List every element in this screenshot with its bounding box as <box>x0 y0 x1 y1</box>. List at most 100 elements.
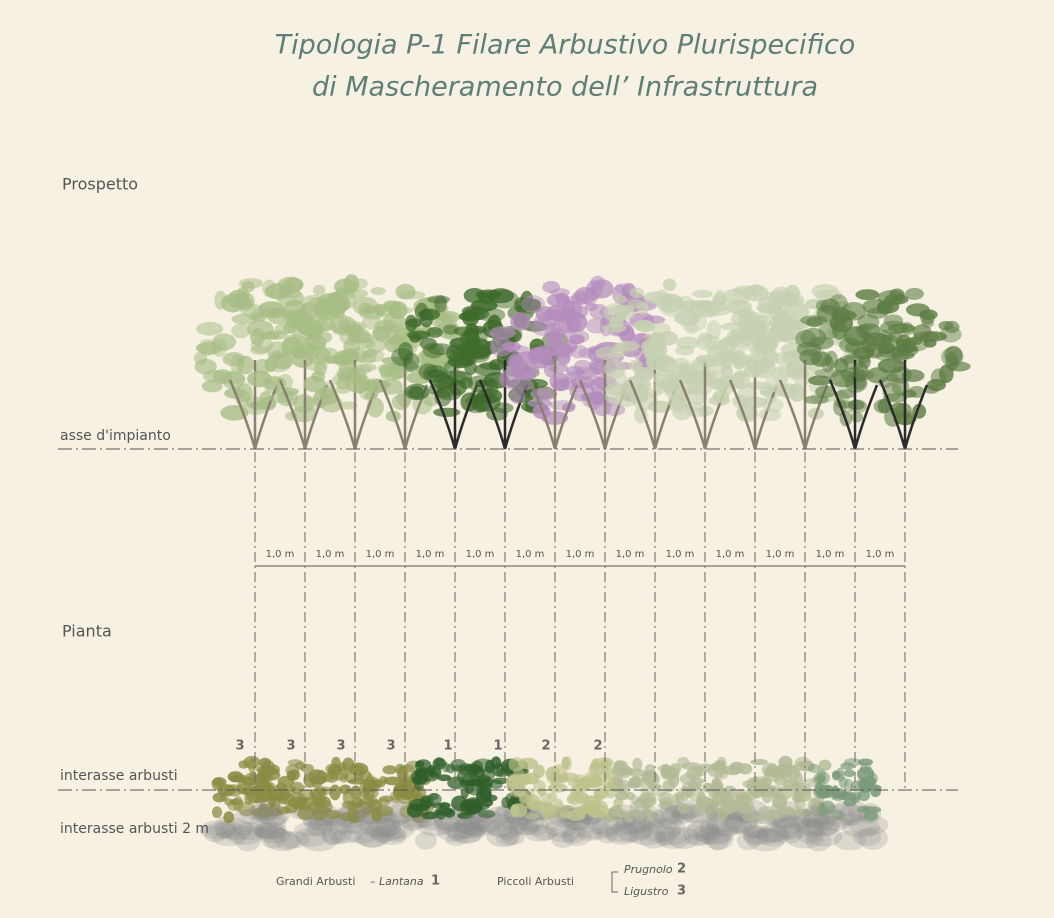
shadow <box>452 827 482 844</box>
shrub <box>525 813 540 820</box>
shrub <box>722 797 739 814</box>
shadow <box>706 829 730 851</box>
foliage <box>606 368 627 388</box>
shrub <box>307 769 326 785</box>
shadow <box>328 821 352 845</box>
shrub <box>241 787 251 795</box>
shrub <box>560 810 573 819</box>
shadow <box>358 815 397 838</box>
foliage <box>901 389 917 398</box>
shrub <box>396 765 408 781</box>
foliage <box>520 295 545 313</box>
shadow <box>742 826 770 846</box>
foliage <box>363 349 378 358</box>
dimension-label: 1,0 m <box>466 549 495 560</box>
shadow <box>604 823 640 845</box>
foliage <box>895 402 912 419</box>
foliage <box>808 375 832 386</box>
foliage <box>628 359 643 372</box>
foliage <box>919 331 948 342</box>
shrub <box>843 769 855 778</box>
shadow <box>587 821 610 835</box>
shadow <box>201 823 237 836</box>
shadow <box>742 824 772 840</box>
shadow <box>746 827 786 852</box>
shadow <box>630 825 653 840</box>
foliage <box>468 344 492 360</box>
legend-species: Ligustro <box>624 885 669 898</box>
legend-label: Grandi Arbusti <box>276 875 355 888</box>
axis-label: asse d'impianto <box>60 428 171 444</box>
shadow <box>253 825 288 839</box>
shrub <box>633 798 648 809</box>
foliage <box>862 298 889 314</box>
foliage <box>231 323 251 339</box>
foliage <box>857 354 871 364</box>
shrub <box>847 791 862 801</box>
shadow <box>833 830 866 851</box>
foliage <box>515 304 542 314</box>
foliage <box>489 326 516 340</box>
foliage <box>472 395 497 405</box>
shadow <box>806 826 843 847</box>
shrub <box>539 792 552 801</box>
foliage <box>684 320 699 335</box>
shadow <box>299 827 339 852</box>
foliage <box>846 399 868 414</box>
foliage <box>603 358 626 379</box>
shadow <box>640 820 681 843</box>
legend-bracket <box>611 871 618 893</box>
shadow <box>576 827 604 841</box>
shadow <box>654 827 692 849</box>
shrub <box>311 808 327 821</box>
shrub <box>341 800 357 809</box>
shadow <box>683 822 721 845</box>
foliage <box>458 312 473 321</box>
plant-code: 3 <box>235 739 244 754</box>
shadow <box>615 815 654 835</box>
shrub <box>421 811 439 820</box>
shadow <box>577 826 618 840</box>
shadow <box>720 816 753 834</box>
foliage <box>675 336 701 350</box>
shrub <box>632 757 643 771</box>
foliage <box>742 285 769 302</box>
shadow <box>248 803 285 821</box>
shrub <box>782 778 800 791</box>
shadow <box>502 814 529 835</box>
legend-label: Piccoli Arbusti <box>497 875 574 888</box>
foliage <box>850 411 864 423</box>
shadow <box>816 819 838 836</box>
foliage <box>447 355 474 369</box>
shrub <box>223 811 235 824</box>
foliage <box>562 311 585 322</box>
foliage <box>510 312 531 331</box>
shrub <box>862 806 882 814</box>
shadow <box>794 818 832 836</box>
shrub <box>813 771 830 785</box>
shadow <box>615 820 652 843</box>
shrub <box>723 785 736 795</box>
shadow <box>379 821 415 840</box>
shadow <box>547 824 581 843</box>
shrub <box>523 788 535 801</box>
foliage <box>762 335 779 351</box>
shadow <box>758 824 789 843</box>
legend-species: – Lantana <box>370 875 424 888</box>
shadow <box>234 822 266 841</box>
foliage <box>501 341 522 352</box>
shadow <box>295 827 328 848</box>
shrub <box>832 771 844 779</box>
legend-code: 1 <box>431 874 440 889</box>
foliage <box>737 384 757 404</box>
shadow <box>755 828 791 844</box>
foliage <box>435 386 456 398</box>
shadow <box>612 820 636 836</box>
shadow <box>363 816 402 838</box>
shadow <box>475 813 500 836</box>
foliage <box>347 367 367 385</box>
shrub <box>719 767 729 780</box>
foliage <box>895 338 918 347</box>
foliage <box>305 361 328 371</box>
shadow <box>544 819 578 838</box>
